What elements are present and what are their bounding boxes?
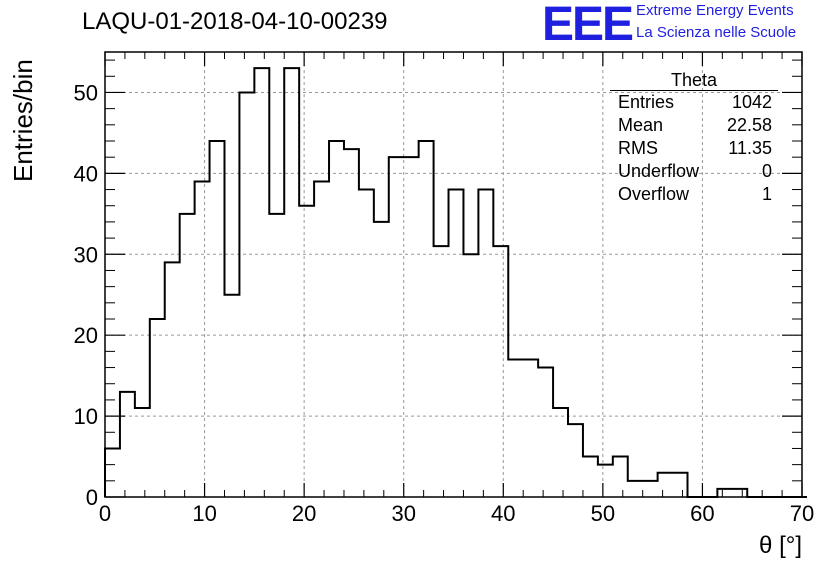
stats-row-overflow: Overflow 1 xyxy=(610,183,778,206)
y-axis-label: Entries/bin xyxy=(8,59,38,182)
y-tick-label: 40 xyxy=(74,161,98,186)
x-axis-label: θ [°] xyxy=(759,532,802,559)
y-axis-label-box: Entries/bin xyxy=(6,59,38,192)
x-tick-label: 10 xyxy=(192,501,216,526)
y-tick-label: 50 xyxy=(74,80,98,105)
x-tick-label: 40 xyxy=(491,501,515,526)
logo-text-line2: La Scienza nelle Scuole xyxy=(636,24,797,41)
stats-label: RMS xyxy=(618,138,658,158)
x-tick-label: 70 xyxy=(790,501,814,526)
logo-text-line1: Extreme Energy Events xyxy=(636,2,794,19)
x-tick-label: 30 xyxy=(391,501,415,526)
y-tick-label: 30 xyxy=(74,242,98,267)
stats-label: Mean xyxy=(618,115,664,135)
stats-row-mean: Mean 22.58 xyxy=(610,114,778,137)
stats-box: Theta Entries 1042 Mean 22.58 RMS 11.35 … xyxy=(610,70,778,206)
stats-row-underflow: Underflow 0 xyxy=(610,160,778,183)
x-tick-label: 0 xyxy=(99,501,111,526)
y-tick-label: 20 xyxy=(74,323,98,348)
stats-row-rms: RMS 11.35 xyxy=(610,137,778,160)
chart-title: LAQU-01-2018-04-10-00239 xyxy=(82,8,388,35)
stats-label: Entries xyxy=(618,92,675,112)
y-tick-label: 10 xyxy=(74,404,98,429)
stats-value: 0 xyxy=(761,161,772,181)
eee-logo: EEE xyxy=(542,0,634,51)
stats-label: Underflow xyxy=(618,161,700,181)
stats-value: 1042 xyxy=(731,92,772,112)
grid-lines xyxy=(105,52,802,497)
stats-value: 11.35 xyxy=(728,138,772,158)
x-tick-label: 50 xyxy=(591,501,615,526)
histogram-outline xyxy=(104,67,807,498)
plot-frame xyxy=(104,51,803,498)
x-tick-label: 20 xyxy=(292,501,316,526)
x-tick-label: 60 xyxy=(690,501,714,526)
stats-title: Theta xyxy=(610,70,778,91)
axis-ticks xyxy=(104,52,803,498)
stats-label: Overflow xyxy=(618,184,690,204)
stats-row-entries: Entries 1042 xyxy=(610,91,778,114)
stats-value: 1 xyxy=(761,184,772,204)
y-tick-label: 0 xyxy=(86,485,98,510)
stats-value: 22.58 xyxy=(726,115,772,135)
